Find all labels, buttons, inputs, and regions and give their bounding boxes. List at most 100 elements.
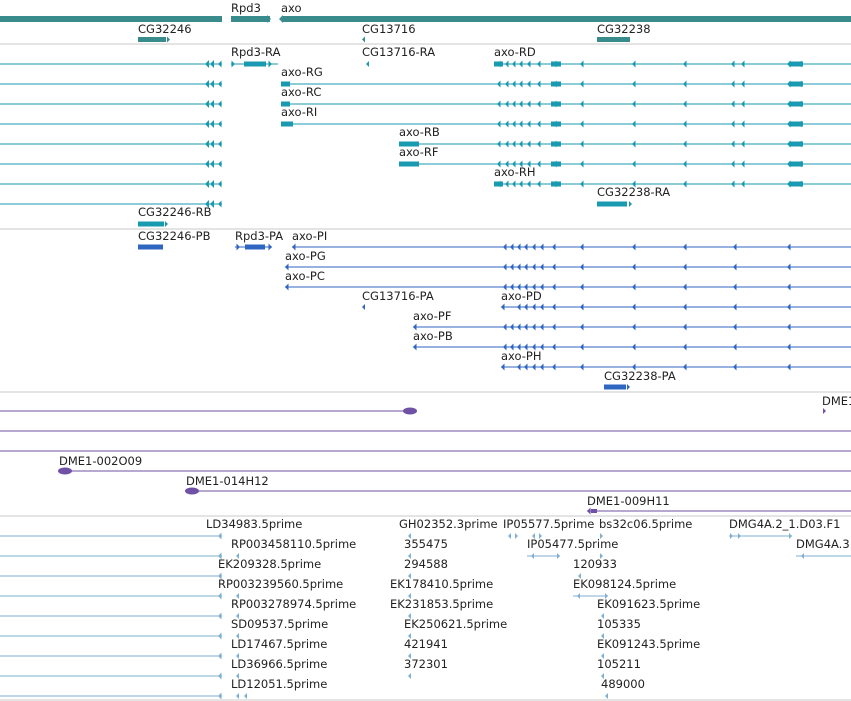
- est-label[interactable]: EK250621.5prime: [404, 617, 508, 631]
- exon-block: [231, 16, 270, 22]
- mrna-label-cg32246-rb[interactable]: CG32246-RB: [138, 205, 212, 219]
- est-label[interactable]: RP003458110.5prime: [231, 537, 357, 551]
- est-label[interactable]: EK231853.5prime: [390, 597, 494, 611]
- est-label[interactable]: DMG4A.3: [796, 537, 850, 551]
- gene-label-cg32238[interactable]: CG32238: [597, 22, 651, 36]
- clone-label-dme1-002o09[interactable]: DME1-002O09: [59, 454, 143, 468]
- strand-arrow: [540, 363, 544, 371]
- strand-arrow: [497, 120, 501, 128]
- strand-arrow: [552, 243, 556, 251]
- mrna-label-axo-rg[interactable]: axo-RG: [281, 65, 323, 79]
- est-label[interactable]: EK091243.5prime: [597, 637, 701, 651]
- protein-label-axo-pc[interactable]: axo-PC: [285, 269, 325, 283]
- est-label[interactable]: 355475: [404, 537, 448, 551]
- est-label[interactable]: IP05477.5prime: [527, 537, 619, 551]
- est-label[interactable]: 120933: [573, 557, 617, 571]
- mrna-label-axo-ri[interactable]: axo-RI: [281, 105, 318, 119]
- est-label[interactable]: EK098124.5prime: [573, 577, 677, 591]
- strand-arrow: [524, 343, 528, 351]
- est-label[interactable]: 372301: [404, 657, 448, 671]
- strand-arrow: [503, 283, 507, 291]
- est-label[interactable]: RP003239560.5prime: [218, 577, 344, 591]
- strand-arrow: [519, 80, 523, 88]
- gene-label-axo[interactable]: axo: [281, 1, 302, 15]
- gene-label-cg13716[interactable]: CG13716: [362, 22, 416, 36]
- strand-arrow: [537, 140, 541, 148]
- mrna-label-axo-rb[interactable]: axo-RB: [399, 125, 440, 139]
- protein-label-axo-pi[interactable]: axo-PI: [292, 229, 328, 243]
- strand-arrow: [527, 60, 531, 68]
- protein-label-axo-pd[interactable]: axo-PD: [501, 289, 542, 303]
- protein-label-axo-pf[interactable]: axo-PF: [413, 309, 452, 323]
- strand-arrow: [413, 323, 417, 331]
- mrna-label-axo-rd[interactable]: axo-RD: [494, 45, 536, 59]
- est-label[interactable]: IP05577.5prime: [503, 517, 595, 531]
- strand-arrow: [236, 243, 240, 251]
- strand-arrow: [517, 263, 521, 271]
- est-label[interactable]: LD12051.5prime: [231, 677, 328, 691]
- strand-arrow: [789, 533, 792, 539]
- est-label[interactable]: 294588: [404, 557, 448, 571]
- gene-label-cg32246[interactable]: CG32246: [138, 22, 192, 36]
- strand-arrow: [497, 80, 501, 88]
- strand-arrow: [601, 673, 604, 679]
- strand-arrow: [601, 653, 604, 659]
- strand-arrow: [683, 283, 687, 291]
- est-label[interactable]: EK178410.5prime: [390, 577, 494, 591]
- est-label[interactable]: LD17467.5prime: [231, 637, 328, 651]
- est-label[interactable]: LD34983.5prime: [206, 517, 303, 531]
- strand-arrow: [505, 140, 509, 148]
- est-label[interactable]: GH02352.3prime: [399, 517, 498, 531]
- strand-arrow: [362, 36, 365, 43]
- strand-arrow: [503, 323, 507, 331]
- est-label[interactable]: EK209328.5prime: [218, 557, 322, 571]
- strand-arrow: [580, 100, 584, 108]
- mrna-label-axo-rf[interactable]: axo-RF: [399, 145, 439, 159]
- strand-arrow: [519, 140, 523, 148]
- protein-label-rpd3-pa[interactable]: Rpd3-PA: [235, 229, 284, 243]
- mrna-label-rpd3-ra[interactable]: Rpd3-RA: [231, 45, 281, 59]
- protein-label-cg32246-pb[interactable]: CG32246-PB: [138, 229, 211, 243]
- mrna-label-cg32238-ra[interactable]: CG32238-RA: [597, 185, 671, 199]
- strand-arrow: [731, 120, 735, 128]
- est-label[interactable]: bs32c06.5prime: [599, 517, 693, 531]
- strand-arrow: [540, 283, 544, 291]
- est-label[interactable]: 105211: [597, 657, 641, 671]
- protein-label-axo-pb[interactable]: axo-PB: [413, 329, 453, 343]
- strand-arrow: [580, 343, 584, 351]
- gene-label-rpd3[interactable]: Rpd3: [231, 1, 261, 15]
- strand-arrow: [632, 263, 636, 271]
- est-label[interactable]: DMG4A.2_1.D03.F1: [729, 517, 841, 531]
- est-label[interactable]: SD09537.5prime: [231, 617, 329, 631]
- protein-label-axo-ph[interactable]: axo-PH: [501, 349, 542, 363]
- strand-arrow: [539, 533, 542, 539]
- strand-arrow: [733, 243, 737, 251]
- clone-label-dme1[interactable]: DME1: [822, 394, 851, 408]
- protein-label-cg32238-pa[interactable]: CG32238-PA: [604, 369, 676, 383]
- est-label[interactable]: RP003278974.5prime: [231, 597, 357, 611]
- est-label[interactable]: EK091623.5prime: [597, 597, 701, 611]
- strand-arrow: [512, 160, 516, 168]
- protein-label-axo-pg[interactable]: axo-PG: [285, 249, 326, 263]
- est-label[interactable]: 489000: [601, 677, 645, 691]
- est-label[interactable]: LD36966.5prime: [231, 657, 328, 671]
- mrna-label-cg13716-ra[interactable]: CG13716-RA: [362, 45, 436, 59]
- clone-label-dme1-014h12[interactable]: DME1-014H12: [186, 474, 269, 488]
- strand-arrow: [787, 243, 791, 251]
- exon-block: [281, 81, 290, 87]
- mrna-label-axo-rc[interactable]: axo-RC: [281, 85, 322, 99]
- mrna-label-axo-rh[interactable]: axo-RH: [494, 165, 536, 179]
- est-label[interactable]: 421941: [404, 637, 448, 651]
- clone-label-dme1-009h11[interactable]: DME1-009H11: [587, 494, 670, 508]
- protein-label-cg13716-pa[interactable]: CG13716-PA: [362, 289, 434, 303]
- strand-arrow: [512, 140, 516, 148]
- est-label[interactable]: 105335: [597, 617, 641, 631]
- strand-arrow: [205, 100, 209, 108]
- strand-arrow: [731, 140, 735, 148]
- strand-arrow: [683, 80, 687, 88]
- strand-arrow: [524, 243, 528, 251]
- strand-arrow: [515, 533, 518, 539]
- strand-arrow: [601, 633, 604, 639]
- clone-end: [58, 467, 72, 475]
